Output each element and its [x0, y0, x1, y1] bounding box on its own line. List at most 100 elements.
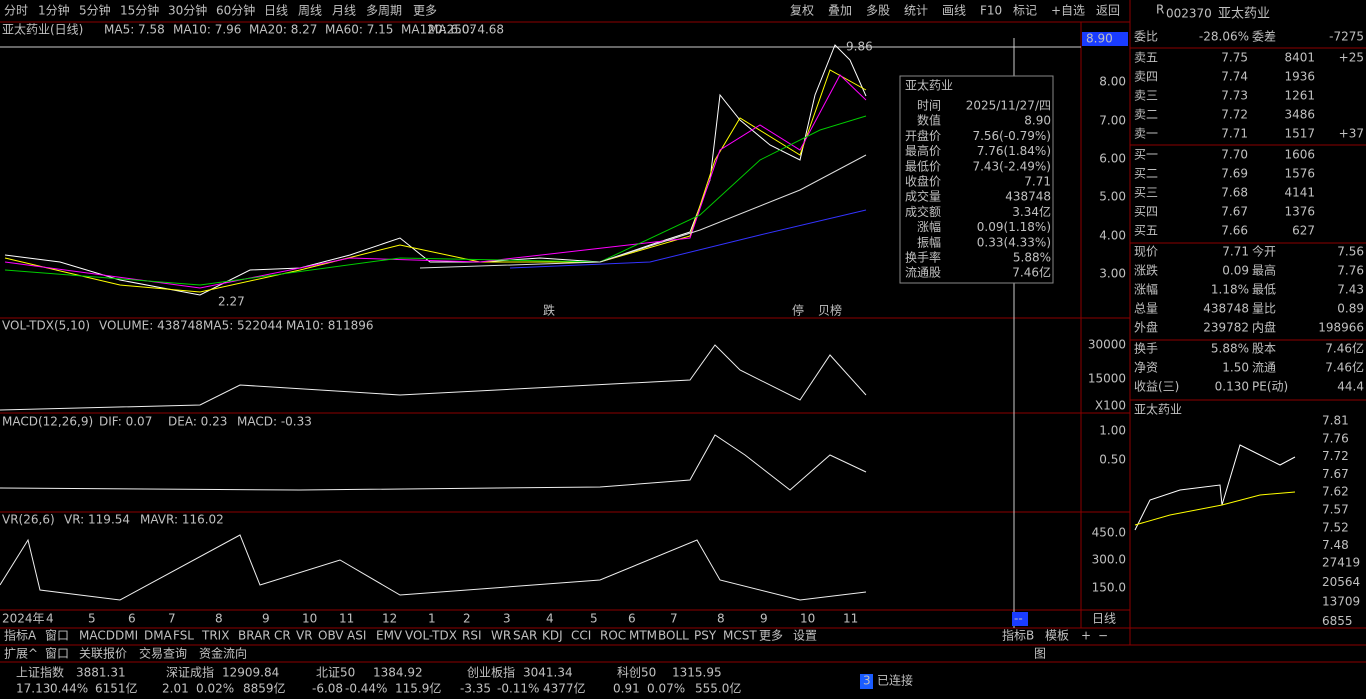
date-label: 12 — [382, 612, 397, 626]
indicator-tab[interactable]: SAR — [513, 629, 537, 643]
stat-value: 7.46亿 — [1325, 341, 1364, 356]
event-mark: 贝榜 — [818, 303, 842, 318]
stat-value: 0.89 — [1337, 302, 1364, 316]
toolbar-button[interactable]: +自选 — [1051, 4, 1085, 18]
index-percent: -0.11% — [497, 682, 539, 696]
period-tab[interactable]: 日线 — [264, 4, 288, 18]
stat-value: 1.50 — [1222, 361, 1249, 375]
period-tab[interactable]: 周线 — [298, 4, 322, 18]
toolbar-button[interactable]: 统计 — [904, 4, 928, 18]
stock-name: 亚太药业 — [1218, 7, 1270, 22]
ma-label: MA20: 8.27 — [249, 23, 317, 37]
ext-tab[interactable]: 交易查询 — [139, 646, 187, 661]
indicator-tab[interactable]: CR — [274, 629, 291, 643]
stat-label: 外盘 — [1134, 320, 1158, 335]
indicator-tab[interactable]: WR — [491, 629, 511, 643]
indicator-tab[interactable]: RSI — [462, 629, 482, 643]
stat-value: 5.88% — [1211, 342, 1249, 356]
toolbar-button[interactable]: 叠加 — [828, 4, 852, 18]
indicator-tab[interactable]: PSY — [694, 629, 717, 643]
indicator-tab[interactable]: DMA — [144, 629, 173, 643]
price-axis-label: 3.00 — [1099, 267, 1126, 281]
volume-axis-label: 30000 — [1088, 338, 1126, 352]
tooltip-value: 2025/11/27/四 — [966, 99, 1051, 113]
intraday-price-label: 7.67 — [1322, 467, 1349, 481]
indicator-tab[interactable]: KDJ — [542, 629, 563, 643]
period-tab[interactable]: 30分钟 — [168, 3, 207, 18]
tooltip-value: 5.88% — [1013, 251, 1051, 265]
weicha-label: 委差 — [1252, 30, 1276, 44]
toolbar-button[interactable]: 复权 — [790, 4, 814, 18]
vr-axis-label: 300.0 — [1092, 553, 1126, 567]
panel-header: DIF: 0.07 — [99, 415, 152, 429]
toolbar-button[interactable]: 标记 — [1013, 4, 1037, 18]
index-amount: 115.9亿 — [395, 681, 441, 696]
toolbar-button[interactable]: 画线 — [942, 4, 966, 18]
indicator-tab[interactable]: TRIX — [201, 629, 229, 643]
period-tab[interactable]: 分时 — [4, 4, 28, 18]
indicator-tab[interactable]: BOLL — [658, 629, 689, 643]
date-label: 2024年 — [2, 612, 45, 626]
indicator-tab[interactable]: BRAR — [238, 629, 271, 643]
ext-tab[interactable]: 关联报价 — [79, 646, 127, 661]
tooltip-value: 0.09(1.18%) — [977, 220, 1051, 234]
ext-tab[interactable]: 图 — [1034, 647, 1046, 661]
toolbar-button[interactable]: F10 — [980, 4, 1002, 18]
ask-volume: 1936 — [1284, 70, 1315, 84]
index-name: 深证成指 — [166, 665, 214, 680]
indicator-tab[interactable]: ASI — [347, 629, 366, 643]
indicator-tab[interactable]: FSL — [173, 629, 194, 643]
indicator-tab[interactable]: VOL-TDX — [405, 629, 457, 643]
stat-label: 今开 — [1252, 244, 1276, 259]
ext-tab[interactable]: 资金流向 — [199, 646, 247, 661]
tooltip-label: 最低价 — [905, 159, 941, 173]
indicator-tab[interactable]: + — [1081, 629, 1091, 643]
intraday-price-label: 7.72 — [1322, 449, 1349, 463]
indicator-tab[interactable]: 设置 — [793, 629, 817, 643]
indicator-tab[interactable]: VR — [296, 629, 313, 643]
indicator-tab[interactable]: MCST — [723, 629, 757, 643]
toolbar-button[interactable]: 返回 — [1096, 4, 1120, 18]
toolbar-button[interactable]: 多股 — [866, 4, 890, 18]
ma-label: MA5: 7.58 — [104, 23, 165, 37]
indicator-tab[interactable]: EMV — [376, 629, 403, 643]
indicator-tab[interactable]: MTM — [629, 629, 657, 643]
index-change: 2.01 — [162, 682, 189, 696]
period-tab[interactable]: 60分钟 — [216, 3, 255, 18]
indicator-tab[interactable]: ROC — [600, 629, 626, 643]
tooltip-value: 0.33(4.33%) — [977, 235, 1051, 249]
indicator-tab[interactable]: 更多 — [759, 629, 783, 643]
indicator-tab[interactable]: − — [1098, 629, 1108, 643]
bid-price: 7.69 — [1221, 167, 1248, 181]
indicator-tab[interactable]: DMI — [115, 629, 138, 643]
indicator-tab[interactable]: CCI — [571, 629, 591, 643]
tooltip-value: 7.56(-0.79%) — [972, 129, 1051, 143]
tooltip-value: 438748 — [1005, 190, 1051, 204]
ext-tab[interactable]: 扩展^ — [4, 647, 38, 661]
indicator-tab[interactable]: MACD — [79, 629, 115, 643]
bid-volume: 1376 — [1284, 205, 1315, 219]
high-label: 9.86 — [846, 40, 873, 54]
stat-value: 7.76 — [1337, 264, 1364, 278]
tooltip-label: 换手率 — [905, 250, 941, 265]
indicator-tab[interactable]: 模板 — [1045, 629, 1069, 643]
indicator-tab[interactable]: OBV — [318, 629, 344, 643]
date-label: 4 — [546, 612, 554, 626]
period-tab[interactable]: 多周期 — [366, 4, 402, 18]
indicator-tab[interactable]: 窗口 — [45, 629, 69, 643]
date-label: 8 — [717, 612, 725, 626]
index-value: 12909.84 — [222, 666, 279, 680]
period-tab[interactable]: 15分钟 — [120, 3, 159, 18]
tooltip-label: 成交额 — [905, 204, 941, 219]
indicator-tab[interactable]: 指标A — [4, 628, 37, 643]
tooltip-value: 8.90 — [1024, 114, 1051, 128]
ext-tab[interactable]: 窗口 — [45, 647, 69, 661]
indicator-tab[interactable]: 指标B — [1002, 628, 1034, 643]
period-tab[interactable]: 月线 — [332, 4, 356, 18]
tooltip-label: 数值 — [917, 113, 941, 128]
bid-volume: 627 — [1292, 224, 1315, 238]
period-tab[interactable]: 5分钟 — [79, 3, 111, 18]
period-tab[interactable]: 更多 — [413, 4, 437, 18]
volume-axis-label: 15000 — [1088, 372, 1126, 386]
period-tab[interactable]: 1分钟 — [38, 3, 70, 18]
